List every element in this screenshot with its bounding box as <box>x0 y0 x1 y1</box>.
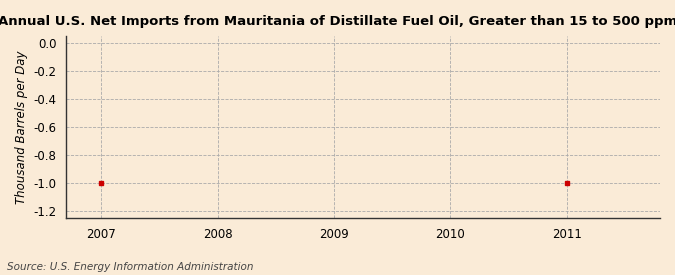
Text: Source: U.S. Energy Information Administration: Source: U.S. Energy Information Administ… <box>7 262 253 272</box>
Title: Annual U.S. Net Imports from Mauritania of Distillate Fuel Oil, Greater than 15 : Annual U.S. Net Imports from Mauritania … <box>0 15 675 28</box>
Y-axis label: Thousand Barrels per Day: Thousand Barrels per Day <box>15 50 28 204</box>
